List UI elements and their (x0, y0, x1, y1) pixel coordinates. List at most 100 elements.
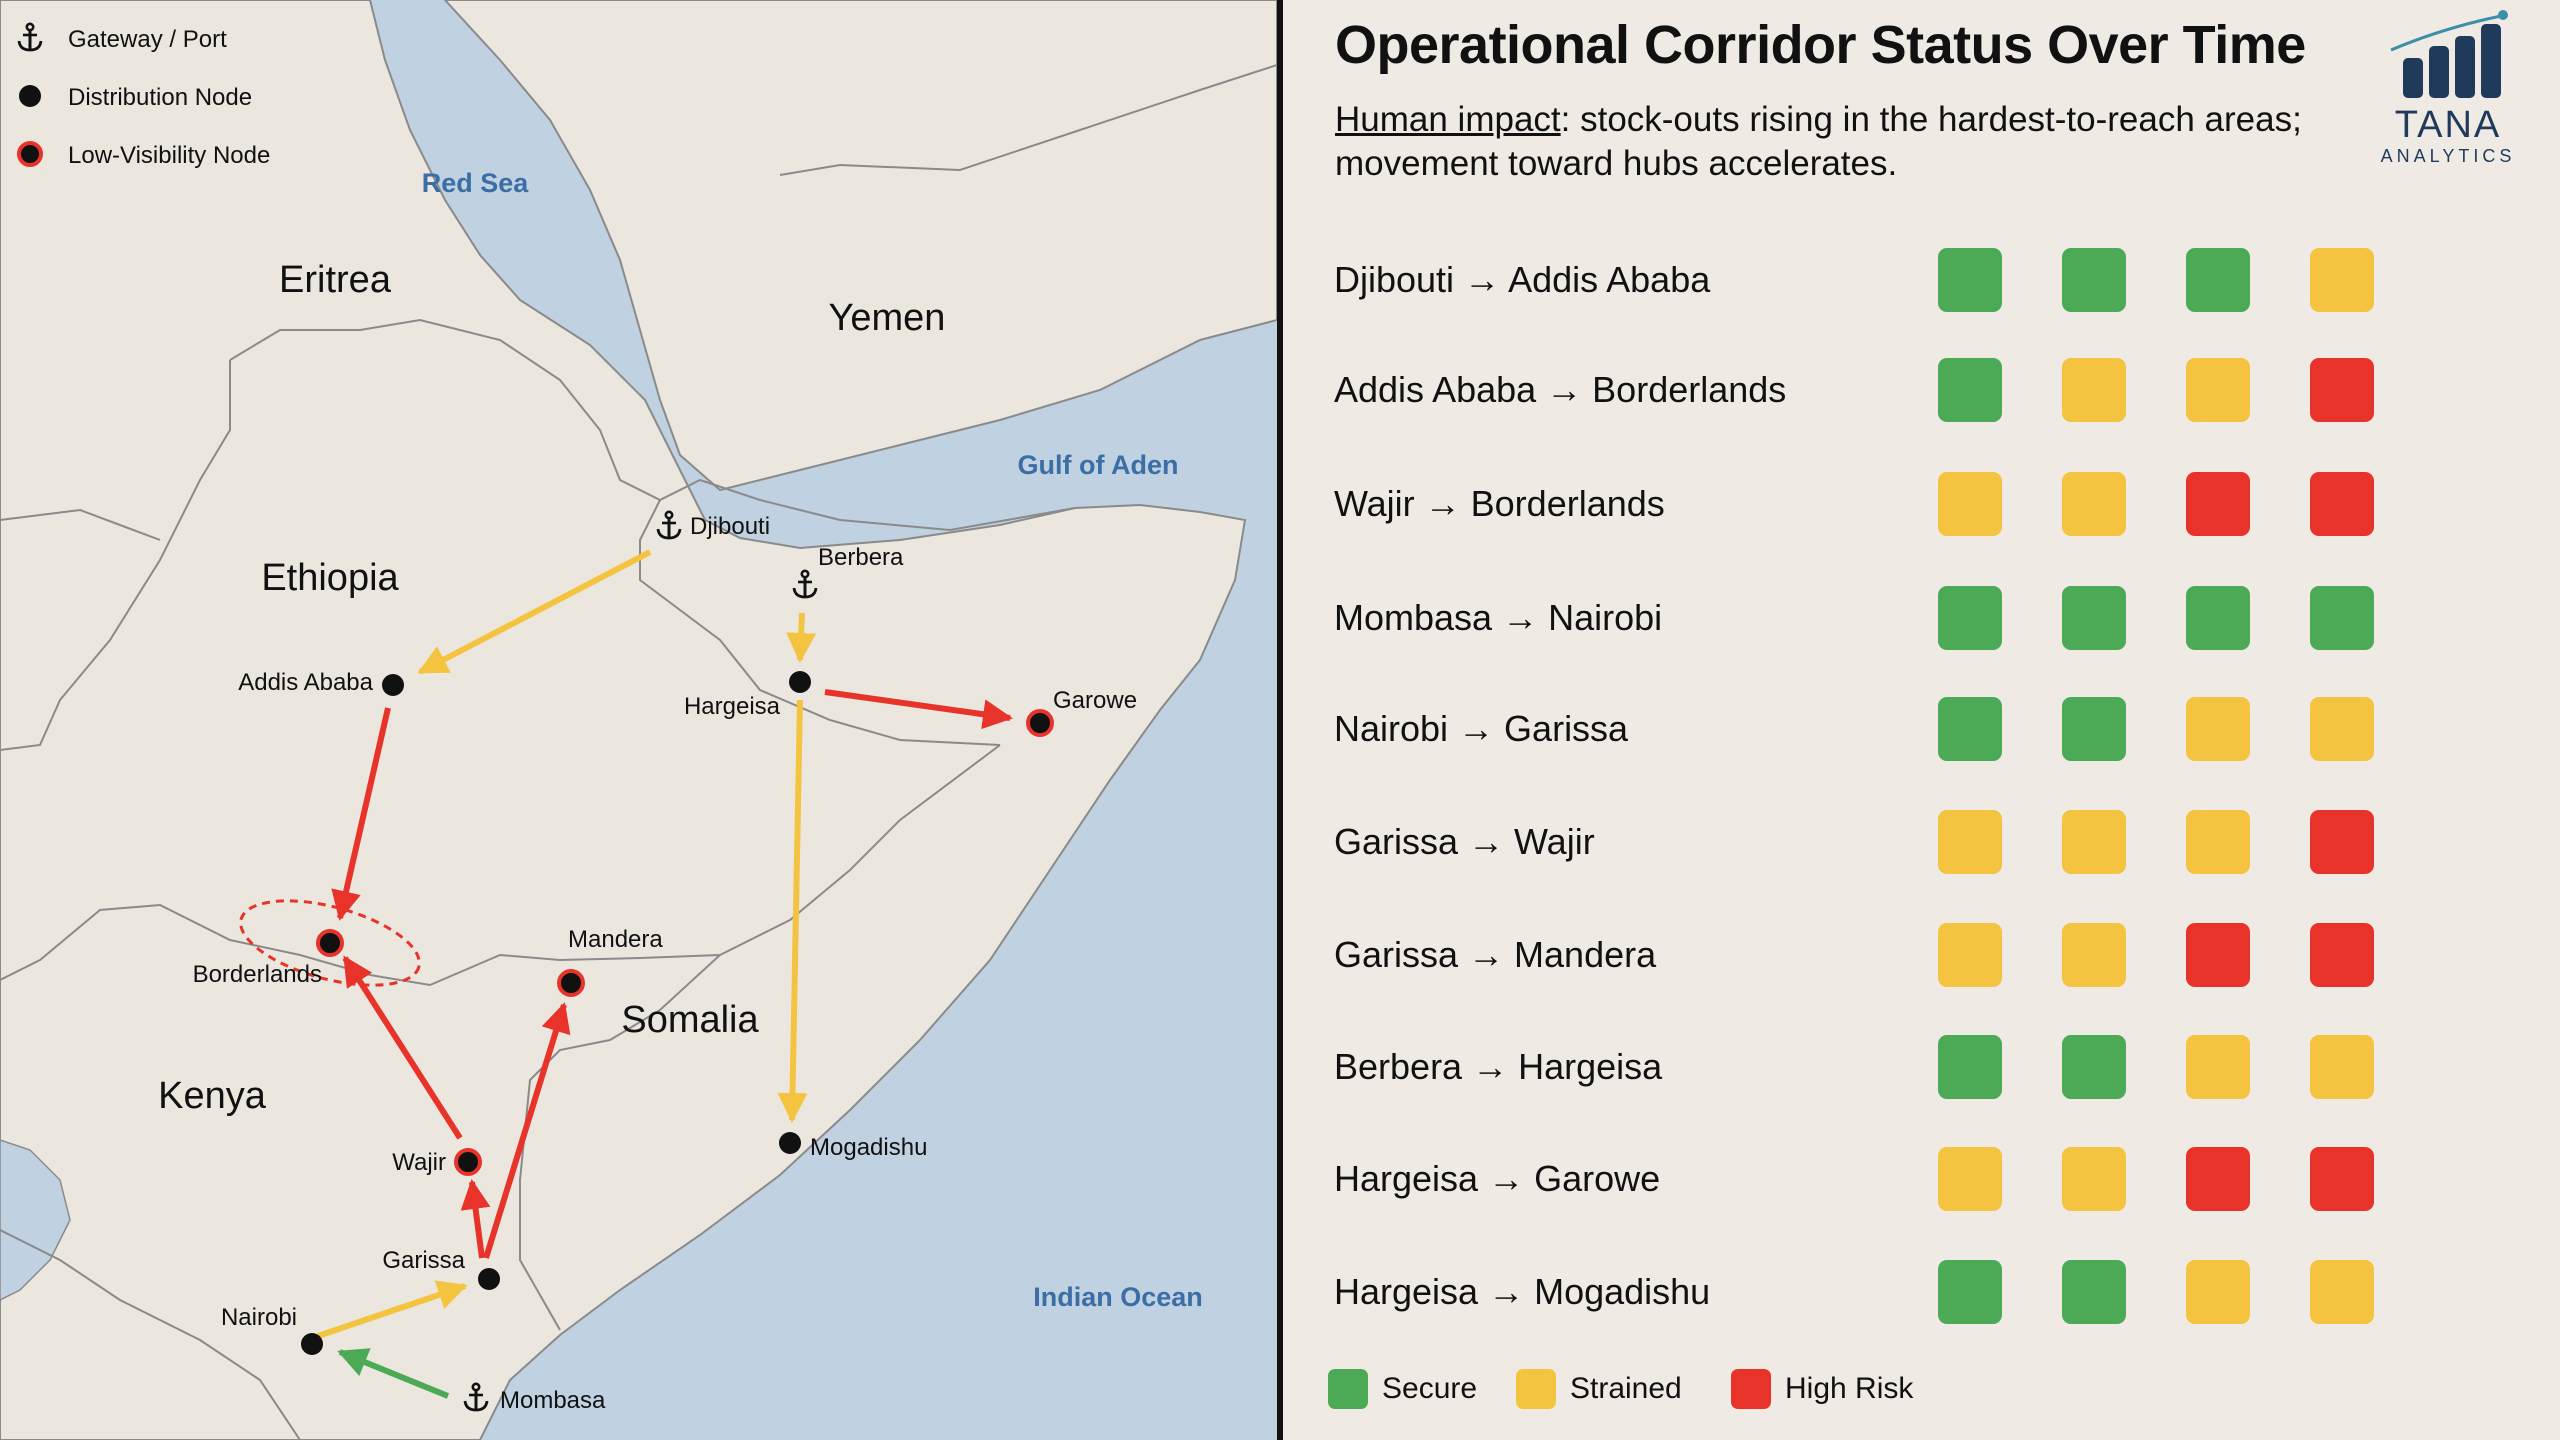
country-label-ethiopia: Ethiopia (261, 557, 399, 599)
corridor-row: Mombasa → Nairobi (1283, 583, 2560, 653)
status-cell-strained (2062, 358, 2126, 422)
status-cell-strained (2310, 248, 2374, 312)
status-cell-high (2310, 472, 2374, 536)
status-cell-strained (1938, 810, 2002, 874)
corridor-label: Hargeisa → Mogadishu (1334, 1271, 1711, 1312)
country-label-yemen: Yemen (829, 297, 946, 339)
corridor-label: Garissa → Mandera (1334, 934, 1657, 975)
corridor-row: Garissa → Wajir (1283, 807, 2560, 877)
corridor-row: Garissa → Mandera (1283, 920, 2560, 990)
status-cell-secure (2062, 1035, 2126, 1099)
node-label-mogadishu: Mogadishu (810, 1134, 927, 1161)
status-cell-strained (2062, 810, 2126, 874)
corridor-row: Hargeisa → Garowe (1283, 1144, 2560, 1214)
africa-landmass (0, 0, 1247, 1440)
corridor-label: Hargeisa → Garowe (1334, 1158, 1661, 1199)
legend-label-secure: Secure (1382, 1372, 1478, 1405)
map-panel: Red Sea Gulf of Aden Indian Ocean Eritre… (0, 0, 1277, 1440)
corridor-row: Berbera → Hargeisa (1283, 1032, 2560, 1102)
status-cell-secure (2186, 586, 2250, 650)
status-cell-strained (2186, 1260, 2250, 1324)
corridor-row: Djibouti → Addis Ababa (1283, 245, 2560, 315)
legend-label-low-visibility: Low-Visibility Node (68, 142, 270, 169)
legend-label-gateway: Gateway / Port (68, 26, 227, 53)
arabia-landmass (443, 0, 1277, 492)
status-cell-secure (1938, 586, 2002, 650)
node-label-mombasa: Mombasa (500, 1387, 606, 1414)
status-cell-strained (2186, 810, 2250, 874)
lake-victoria (0, 1139, 71, 1301)
corridor-label: Wajir → Borderlands (1334, 483, 1665, 524)
node-label-wajir: Wajir (392, 1149, 446, 1176)
legend-swatch-strained (1516, 1369, 1556, 1409)
country-label-kenya: Kenya (158, 1075, 267, 1117)
status-cell-secure (2062, 586, 2126, 650)
panel-title: Operational Corridor Status Over Time (1335, 15, 2306, 75)
corridor-arrows (317, 549, 1013, 1399)
corridor-row: Hargeisa → Mogadishu (1283, 1257, 2560, 1327)
status-cell-strained (1938, 472, 2002, 536)
node-label-berbera: Berbera (818, 544, 904, 571)
map-nodes (301, 510, 1054, 1412)
node-label-garissa: Garissa (382, 1247, 465, 1274)
status-panel: Operational Corridor Status Over Time Hu… (1283, 0, 2560, 1440)
status-cell-secure (1938, 358, 2002, 422)
corridor-label: Berbera → Hargeisa (1334, 1046, 1663, 1087)
status-cell-high (2186, 1147, 2250, 1211)
legend-swatch-secure (1328, 1369, 1368, 1409)
legend-red-ring-dot-icon (17, 141, 43, 167)
bar-chart-logo-icon (2390, 10, 2508, 98)
water-label-indian-ocean: Indian Ocean (1033, 1282, 1203, 1312)
status-cell-high (2310, 810, 2374, 874)
tana-logo: TANA ANALYTICS (2373, 8, 2523, 168)
node-label-borderlands: Borderlands (193, 961, 322, 988)
node-label-mandera: Mandera (568, 926, 663, 953)
corridor-label: Addis Ababa → Borderlands (1334, 369, 1787, 410)
status-cell-strained (2310, 1035, 2374, 1099)
panel-divider (1277, 0, 1283, 1440)
subtitle-highlight: Human impact (1335, 100, 1561, 139)
legend-swatch-high (1731, 1369, 1771, 1409)
status-cell-secure (2062, 1260, 2126, 1324)
corridor-label: Mombasa → Nairobi (1334, 597, 1663, 638)
legend-label-high: High Risk (1785, 1372, 1914, 1405)
status-cell-secure (1938, 1260, 2002, 1324)
map-canvas: Red Sea Gulf of Aden Indian Ocean Eritre… (0, 0, 1277, 1440)
status-cell-strained (2062, 1147, 2126, 1211)
status-cell-strained (2062, 923, 2126, 987)
borderlands-zone (239, 899, 421, 987)
corridor-label: Nairobi → Garissa (1334, 708, 1629, 749)
status-cell-secure (1938, 248, 2002, 312)
status-cell-high (2186, 923, 2250, 987)
corridor-label: Djibouti → Addis Ababa (1334, 259, 1711, 300)
legend-label-strained: Strained (1570, 1372, 1682, 1405)
status-cell-strained (1938, 1147, 2002, 1211)
status-cell-strained (2062, 472, 2126, 536)
corridor-row: Nairobi → Garissa (1283, 694, 2560, 764)
status-cell-strained (2186, 358, 2250, 422)
logo-name: TANA (2394, 104, 2502, 146)
country-label-somalia: Somalia (621, 999, 759, 1041)
status-cell-high (2310, 923, 2374, 987)
status-cell-secure (2062, 248, 2126, 312)
status-cell-high (2310, 1147, 2374, 1211)
node-label-hargeisa: Hargeisa (684, 693, 781, 720)
corridor-label: Garissa → Wajir (1334, 821, 1595, 862)
node-label-nairobi: Nairobi (221, 1304, 297, 1331)
status-cell-strained (2310, 1260, 2374, 1324)
status-cell-strained (2186, 697, 2250, 761)
status-cell-secure (1938, 1035, 2002, 1099)
node-label-addis-ababa: Addis Ababa (238, 669, 373, 696)
node-label-djibouti: Djibouti (690, 513, 770, 540)
status-cell-high (2186, 472, 2250, 536)
corridor-row: Wajir → Borderlands (1283, 469, 2560, 539)
node-label-garowe: Garowe (1053, 687, 1137, 714)
status-cell-strained (2186, 1035, 2250, 1099)
logo-sub: ANALYTICS (2380, 146, 2516, 166)
legend-black-dot-icon (19, 85, 41, 107)
status-cell-strained (1938, 923, 2002, 987)
status-cell-strained (2310, 697, 2374, 761)
status-cell-secure (2310, 586, 2374, 650)
subtitle-text: : stock-outs rising in the hardest-to-re… (1335, 100, 2302, 183)
map-legend: Gateway / Port Distribution Node Low-Vis… (17, 22, 270, 169)
